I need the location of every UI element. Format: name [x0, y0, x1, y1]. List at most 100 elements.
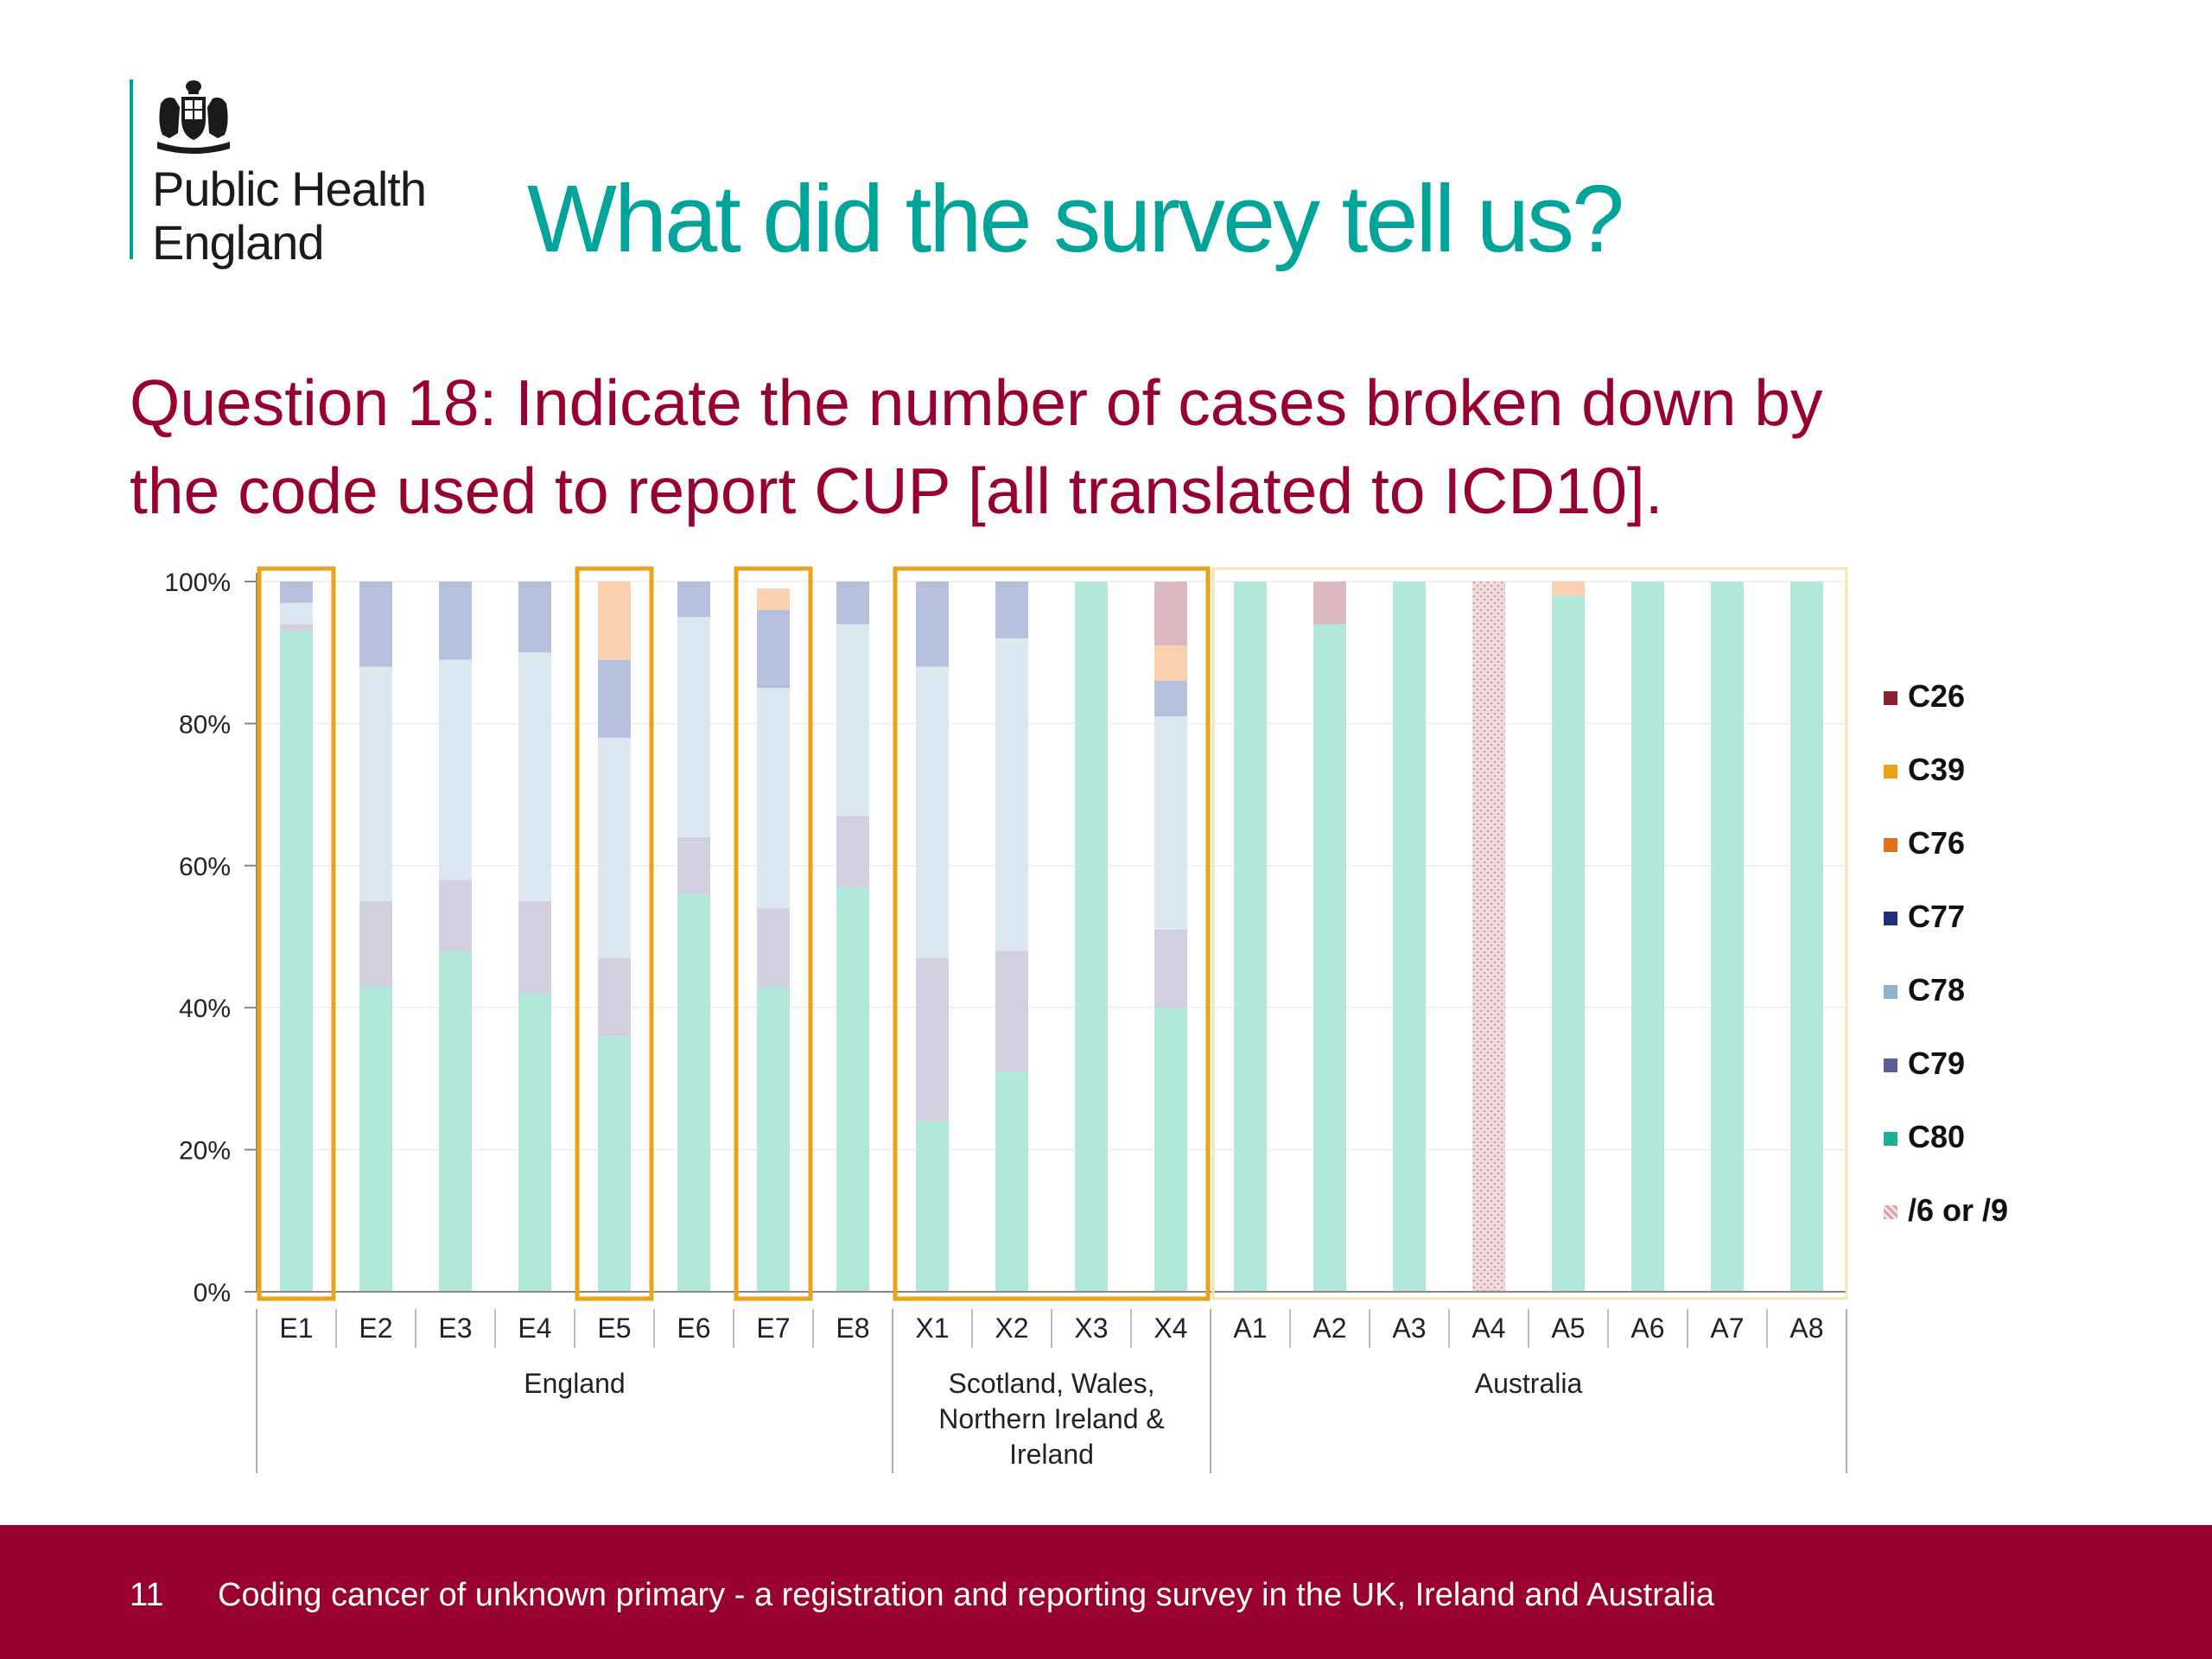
- bar-segment-e5: [598, 582, 631, 660]
- organisation-name: Public Health England: [152, 162, 427, 270]
- bar-segment-x2: [995, 638, 1028, 951]
- bar-segment-a5: [1552, 582, 1585, 596]
- bar-segment-e4: [518, 582, 551, 653]
- bar-segment-e7: [757, 588, 790, 610]
- bar-segment-x1: [916, 666, 949, 958]
- bar-segment-e2: [359, 582, 392, 667]
- legend-label: C76: [1908, 825, 1966, 861]
- bar-segment-x4: [1154, 1007, 1187, 1292]
- bar-segment-e5: [598, 1036, 631, 1292]
- bar-segment-e5: [598, 737, 631, 958]
- bar-segment-e1: [280, 624, 313, 632]
- org-line-1: Public Health: [152, 162, 427, 216]
- bar-segment-e8: [836, 624, 869, 817]
- bar-segment-a2: [1313, 582, 1346, 625]
- bar-segment-e7: [757, 688, 790, 909]
- x-tick-label: X1: [915, 1313, 949, 1344]
- bar-segment-e2: [359, 986, 392, 1292]
- legend-label: C79: [1908, 1046, 1966, 1081]
- x-tick-label: A3: [1392, 1313, 1426, 1344]
- bar-segment-e1: [280, 582, 313, 603]
- bar-segment-x4: [1154, 716, 1187, 930]
- bar-segment-x2: [995, 1071, 1028, 1292]
- org-line-2: England: [152, 215, 325, 270]
- bar-segment-e1: [280, 602, 313, 625]
- bar-segment-e5: [598, 659, 631, 738]
- legend-label: C78: [1908, 972, 1966, 1007]
- x-tick-label: E3: [438, 1313, 472, 1344]
- bar-segment-e8: [836, 816, 869, 887]
- bar-segment-e6: [677, 582, 710, 618]
- bar-segment-e6: [677, 893, 710, 1292]
- slide-title: What did the survey tell us?: [527, 166, 1624, 272]
- x-tick-label: A1: [1233, 1313, 1267, 1344]
- bar-segment-e7: [757, 908, 790, 987]
- highlight-box: [575, 566, 654, 1301]
- bar-segment-x4: [1154, 582, 1187, 645]
- group-label: Australia: [1475, 1368, 1583, 1399]
- x-tick-label: A7: [1710, 1313, 1744, 1344]
- x-tick-label: A4: [1471, 1313, 1505, 1344]
- bar-segment-e5: [598, 957, 631, 1037]
- x-tick-label: E8: [836, 1313, 869, 1344]
- stacked-bar-chart: 0% 20% 40% 60% 80% 100% E1 E2 E3 E4 E5 E6 E7 E8 X1 X2 X3…: [164, 566, 1848, 1473]
- legend-label: C26: [1908, 678, 1966, 714]
- group-label: Ireland: [1009, 1439, 1094, 1470]
- y-tick-label: 60%: [179, 853, 231, 881]
- y-tick-label: 20%: [179, 1137, 231, 1166]
- footer-text: Coding cancer of unknown primary - a reg…: [218, 1577, 1715, 1613]
- legend-swatch: [1884, 1205, 1897, 1219]
- bar-segment-e7: [757, 986, 790, 1292]
- legend-label: C39: [1908, 752, 1966, 787]
- legend-swatch: [1884, 1058, 1897, 1072]
- x-tick-label: E1: [279, 1313, 313, 1344]
- bar-segment-a8: [1790, 582, 1823, 1292]
- x-tick-label: X2: [995, 1313, 1028, 1344]
- bar-segment-a4: [1472, 582, 1505, 1292]
- x-tick-label: E2: [359, 1313, 392, 1344]
- bar-segment-e8: [836, 582, 869, 625]
- bar-segment-e4: [518, 993, 551, 1292]
- highlight-box: [893, 566, 1211, 1301]
- footer-bar: 11 Coding cancer of unknown primary - a …: [0, 1525, 2212, 1659]
- highlight-box: [257, 566, 336, 1301]
- x-tick-label: E6: [677, 1313, 710, 1344]
- bar-segment-e2: [359, 666, 392, 901]
- bar-segment-x4: [1154, 681, 1187, 717]
- legend-swatch: [1884, 1132, 1897, 1146]
- legend-swatch: [1884, 838, 1897, 852]
- highlight-box: [734, 566, 813, 1301]
- bar-segment-e8: [836, 887, 869, 1292]
- logo-divider-line: [130, 79, 133, 259]
- bar-segment-e4: [518, 900, 551, 994]
- y-tick-label: 40%: [179, 995, 231, 1023]
- bar-segment-e7: [757, 609, 790, 689]
- x-tick-label: E4: [518, 1313, 551, 1344]
- bar-segment-e4: [518, 652, 551, 901]
- bar-segment-x2: [995, 582, 1028, 639]
- page-number: 11: [130, 1577, 164, 1613]
- x-tick-label: E7: [756, 1313, 790, 1344]
- bar-segment-x1: [916, 957, 949, 1122]
- question-line-2: the code used to report CUP [all transla…: [130, 454, 1663, 527]
- group-label: England: [524, 1368, 625, 1399]
- bar-segment-e1: [280, 631, 313, 1292]
- group-label: Scotland, Wales,: [949, 1368, 1155, 1399]
- bar-segment-a3: [1393, 582, 1426, 1292]
- royal-crest-icon: [157, 80, 230, 154]
- bar-segment-x3: [1075, 582, 1108, 1292]
- bar-segment-e6: [677, 836, 710, 894]
- y-tick-label: 0%: [194, 1279, 231, 1307]
- phe-logo: Public Health England: [130, 78, 458, 270]
- y-tick-label: 80%: [179, 710, 231, 739]
- question-line-1: Question 18: Indicate the number of case…: [130, 366, 1823, 439]
- x-tick-label: X3: [1074, 1313, 1108, 1344]
- legend-label: C80: [1908, 1119, 1966, 1154]
- group-label: Northern Ireland &: [938, 1403, 1164, 1434]
- bar-segment-x2: [995, 950, 1028, 1072]
- bar-segment-e3: [439, 950, 472, 1292]
- highlight-box-faint: [1211, 567, 1848, 1300]
- x-tick-label: A5: [1551, 1313, 1585, 1344]
- legend-label: C77: [1908, 899, 1966, 934]
- bar-segment-a6: [1631, 582, 1664, 1292]
